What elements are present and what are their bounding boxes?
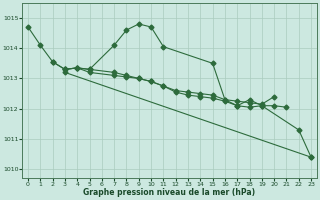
- X-axis label: Graphe pression niveau de la mer (hPa): Graphe pression niveau de la mer (hPa): [84, 188, 256, 197]
